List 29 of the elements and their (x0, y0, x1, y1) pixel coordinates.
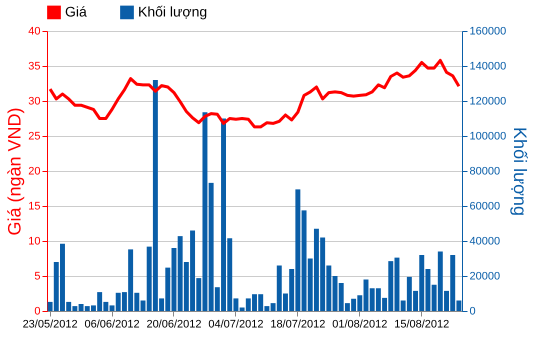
x-tick-label: 23/05/2012 (22, 318, 78, 330)
x-tick-label: 06/06/2012 (84, 318, 140, 330)
y2-tick-label: 40000 (470, 236, 500, 248)
y-tick-label: 40 (28, 26, 40, 38)
y2-tick-label: 20000 (470, 270, 500, 282)
x-tick-label: 15/08/2012 (394, 318, 450, 330)
y-tick-label: 0 (34, 306, 40, 318)
x-tick-label: 04/07/2012 (208, 318, 264, 330)
x-tick-label: 20/06/2012 (146, 318, 202, 330)
legend-label: Giá (65, 3, 87, 20)
y-tick-label: 20 (28, 166, 40, 178)
x-tick-label: 01/08/2012 (332, 318, 388, 330)
y2-tick-label: 100000 (470, 130, 506, 142)
y-tick-label: 5 (34, 270, 40, 282)
x-tick-label: 18/07/2012 (270, 318, 326, 330)
y2-tick-label: 160000 (470, 26, 506, 38)
y-tick-label: 10 (28, 236, 40, 248)
y-tick-label: 15 (28, 200, 40, 212)
y-axis-title: Giá (ngàn VND) (4, 107, 24, 236)
y2-tick-label: 0 (470, 306, 476, 318)
legend-label: Khối lượng (138, 3, 208, 20)
y2-tick-label: 140000 (470, 60, 506, 72)
y-tick-label: 35 (28, 60, 40, 72)
y-tick-label: 30 (28, 96, 40, 108)
y2-tick-label: 60000 (470, 200, 500, 212)
y2-tick-label: 120000 (470, 96, 506, 108)
y2-axis-title: Khối lượng (510, 127, 530, 216)
y-tick-label: 25 (28, 130, 40, 142)
y2-tick-label: 80000 (470, 166, 500, 178)
